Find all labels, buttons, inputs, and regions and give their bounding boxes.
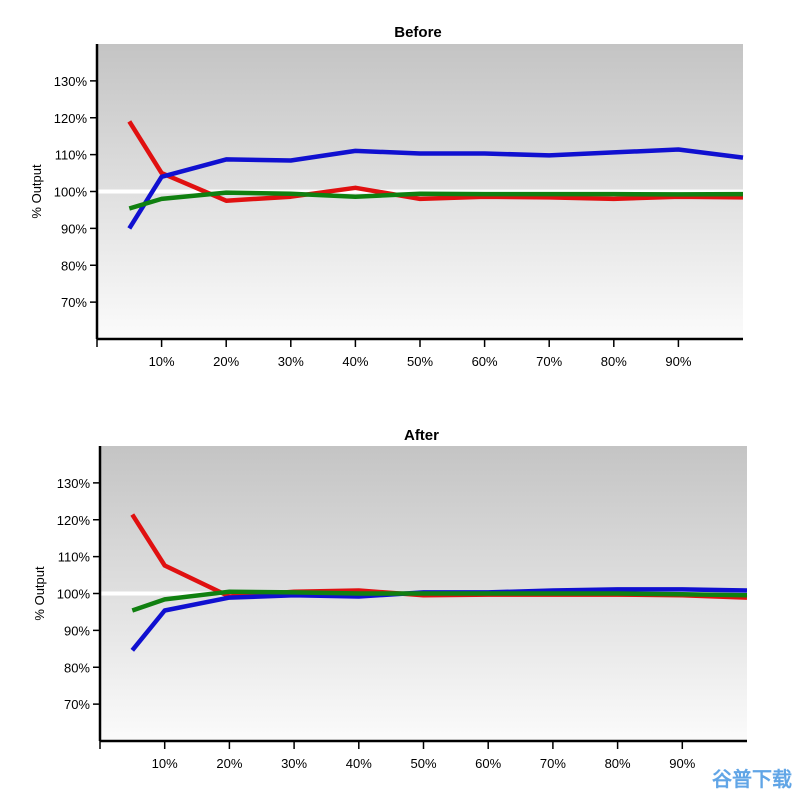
x-tick-label: 90%: [669, 756, 695, 771]
y-tick-label: 120%: [54, 111, 88, 126]
x-tick-label: 30%: [281, 756, 307, 771]
y-tick-label: 80%: [61, 258, 87, 273]
y-tick-label: 80%: [64, 660, 90, 675]
x-tick-label: 70%: [536, 354, 562, 369]
y-tick-label: 100%: [57, 587, 91, 602]
x-tick-label: 80%: [605, 756, 631, 771]
watermark-logo: 谷普下载: [712, 767, 792, 789]
x-tick-label: 20%: [216, 756, 242, 771]
y-tick-label: 120%: [57, 513, 91, 528]
y-tick-label: 100%: [54, 185, 88, 200]
series-line-2: [128, 190, 744, 211]
y-axis-label: % Output: [32, 566, 47, 621]
chart-panel-before: Before % Output 70% 80% 90% 100% 110% 120% 130% 1…: [29, 24, 744, 369]
y-axis-label: % Output: [29, 164, 44, 219]
x-tick-label: 60%: [475, 756, 501, 771]
x-tick-label: 70%: [540, 756, 566, 771]
x-tick-label: 10%: [152, 756, 178, 771]
x-tick-label: 40%: [342, 354, 368, 369]
y-tick-label: 90%: [61, 221, 87, 236]
y-tick-label: 70%: [61, 295, 87, 310]
x-tick-label: 20%: [213, 354, 239, 369]
y-tick-label: 110%: [55, 148, 88, 163]
x-tick-label: 40%: [346, 756, 372, 771]
series-line-2: [131, 589, 748, 613]
x-tick-label: 30%: [278, 354, 304, 369]
chart-title: After: [404, 427, 439, 444]
chart-panel-after: After % Output 70% 80% 90% 100% 110% 120% 130% 10…: [32, 427, 748, 771]
x-tick-label: 90%: [665, 354, 691, 369]
y-tick-label: 130%: [54, 74, 88, 89]
y-tick-label: 130%: [57, 476, 91, 491]
x-tick-label: 10%: [149, 354, 175, 369]
x-tick-label: 80%: [601, 354, 627, 369]
y-tick-label: 110%: [58, 550, 91, 565]
series-line-1: [127, 147, 744, 230]
y-tick-label: 90%: [64, 623, 90, 638]
x-tick-label: 60%: [472, 354, 498, 369]
x-tick-label: 50%: [410, 756, 436, 771]
series-line-0: [127, 120, 744, 203]
x-tick-label: 50%: [407, 354, 433, 369]
chart-title: Before: [394, 24, 442, 41]
y-tick-label: 70%: [64, 697, 90, 712]
